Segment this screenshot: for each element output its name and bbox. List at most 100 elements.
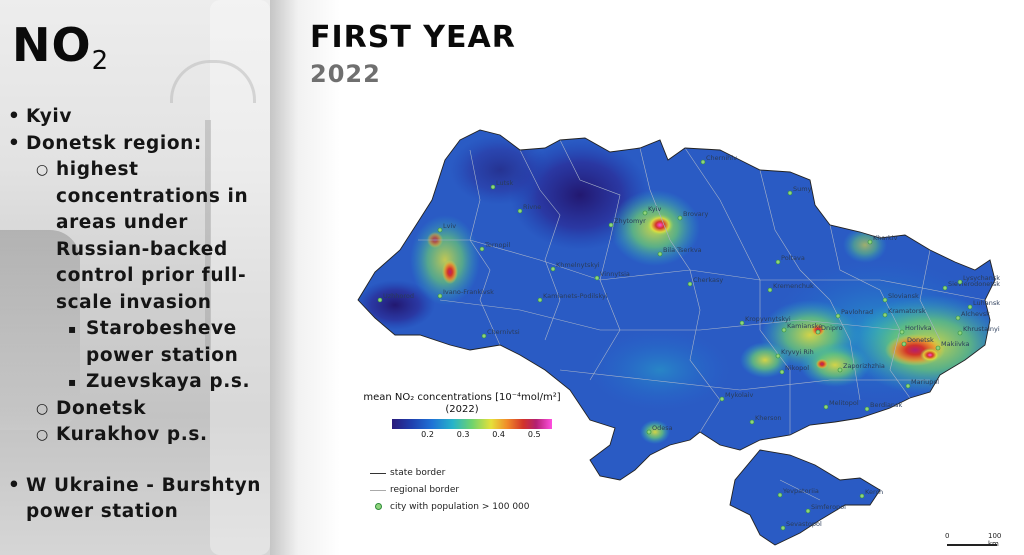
city-marker: Ivano-Frankivsk — [437, 288, 494, 299]
city-dot-icon — [955, 315, 961, 321]
city-label: Kherson — [755, 414, 782, 422]
city-dot-icon — [646, 429, 652, 435]
city-marker: Melitopol — [823, 399, 859, 410]
city-label: Uzhhorod — [383, 292, 414, 300]
bullet-item: • W Ukraine - Burshtyn power station — [6, 473, 268, 526]
no2-title-main: NO — [12, 18, 92, 72]
city-dot-icon — [779, 369, 785, 375]
city-marker: Cherkasy — [687, 276, 723, 287]
bullet-item: • Donetsk region: — [6, 131, 268, 158]
city-label: Vinnytsia — [600, 270, 630, 278]
city-dot-icon — [967, 304, 973, 310]
key-state-border-label: state border — [390, 467, 446, 478]
bullet-item: ○ Kurakhov p.s. — [6, 422, 268, 449]
city-label: Dnipro — [821, 324, 843, 332]
city-label: Berdiansk — [870, 401, 902, 409]
city-marker: Uzhhorod — [377, 292, 414, 303]
city-label: Ivano-Frankivsk — [443, 288, 494, 296]
city-label: Kropyvnytskyi — [745, 315, 791, 323]
city-label: Alchevsk — [961, 310, 990, 318]
background-pole — [205, 120, 211, 350]
city-dot-icon — [777, 492, 783, 498]
city-label: Sievierodonetsk — [948, 280, 1000, 288]
city-dot-icon — [901, 341, 907, 347]
bullet-marker-icon: • — [8, 132, 21, 154]
legend-tick-label: 0.2 — [421, 430, 434, 439]
city-marker: Zhytomyr — [608, 217, 646, 228]
bullet-item: ○ Donetsk — [6, 396, 268, 423]
state-border-line-icon — [368, 468, 390, 478]
city-marker: Pavlohrad — [835, 308, 873, 319]
city-marker: Khrustalnyi — [957, 325, 1000, 336]
city-label: Chernivtsi — [487, 328, 520, 336]
city-dot-icon — [377, 297, 383, 303]
city-label: Kamianets-Podilskyi — [543, 292, 608, 300]
bullet-item: ▪ Zuevskaya p.s. — [6, 369, 268, 396]
city-dot-icon — [805, 508, 811, 514]
city-dot-icon — [781, 327, 787, 333]
legend-ticks: 0.2 0.3 0.4 0.5 — [392, 429, 552, 441]
city-marker: Odesa — [646, 424, 673, 435]
city-dot-icon — [550, 266, 556, 272]
city-dot-icon — [957, 279, 963, 285]
city-marker: Makiivka — [935, 340, 969, 351]
city-label: Kremenchuk — [773, 282, 814, 290]
bullet-text: Donetsk — [56, 397, 147, 419]
legend: mean NO₂ concentrations [10⁻⁴mol/m²] (20… — [362, 392, 562, 441]
scale-start: 0 — [945, 532, 950, 540]
city-label: Odesa — [652, 424, 673, 432]
city-label: Mykolaiv — [725, 391, 754, 399]
city-dot-icon — [719, 396, 725, 402]
city-marker: Kryvyi Rih — [775, 348, 814, 359]
city-dot-icon — [368, 502, 390, 512]
city-label: Melitopol — [829, 399, 859, 407]
city-marker: Sevastopol — [780, 520, 822, 531]
bullet-marker-icon: ○ — [36, 162, 49, 178]
city-label: Yevpatoriia — [782, 487, 819, 495]
city-marker: Chernihiv — [700, 154, 737, 165]
panel-edge-shadow — [270, 0, 340, 555]
city-label: Makiivka — [941, 340, 969, 348]
city-label: Pavlohrad — [841, 308, 873, 316]
left-panel — [0, 0, 270, 555]
city-dot-icon — [642, 210, 648, 216]
city-label: Sevastopol — [786, 520, 822, 528]
city-dot-icon — [935, 345, 941, 351]
city-dot-icon — [767, 287, 773, 293]
bullet-list: • Kyiv • Donetsk region: ○ highest concentrat… — [6, 104, 268, 526]
city-dot-icon — [437, 293, 443, 299]
city-label: Kyiv — [648, 205, 661, 213]
map-key: state border regional border city with p… — [368, 464, 530, 515]
city-dot-icon — [775, 353, 781, 359]
legend-colorbar — [392, 419, 552, 429]
city-label: Khmelnytskyi — [556, 261, 600, 269]
key-city-label: city with population > 100 000 — [390, 501, 530, 512]
bullet-text: Kurakhov p.s. — [56, 424, 208, 445]
page-title: FIRST YEAR — [310, 20, 516, 55]
city-label: Zaporizhzhia — [843, 362, 885, 370]
bullet-item: • Kyiv — [6, 104, 268, 131]
bullet-marker-icon: ▪ — [68, 322, 77, 336]
city-dot-icon — [859, 493, 865, 499]
regional-borders — [418, 139, 986, 501]
city-marker: Poltava — [775, 254, 805, 265]
city-marker: Sumy — [787, 185, 812, 196]
city-marker: Kremenchuk — [767, 282, 814, 293]
city-marker: Sloviansk — [882, 292, 919, 303]
city-marker: Rivne — [517, 203, 541, 214]
city-label: Cherkasy — [693, 276, 723, 284]
city-marker: Vinnytsia — [594, 270, 630, 281]
city-marker: Horlivka — [899, 324, 932, 335]
city-dot-icon — [594, 275, 600, 281]
legend-tick-label: 0.4 — [492, 430, 506, 439]
city-label: Luhansk — [973, 299, 1000, 307]
city-label: Simferopol — [811, 503, 846, 511]
city-dot-icon — [882, 312, 888, 318]
city-label: Donetsk — [907, 336, 934, 344]
bullet-text: Zuevskaya p.s. — [86, 371, 251, 392]
key-regional-border: regional border — [368, 481, 530, 498]
bullet-spacer — [6, 449, 268, 473]
city-dot-icon — [780, 525, 786, 531]
city-marker: Lysychansk — [957, 274, 1000, 285]
